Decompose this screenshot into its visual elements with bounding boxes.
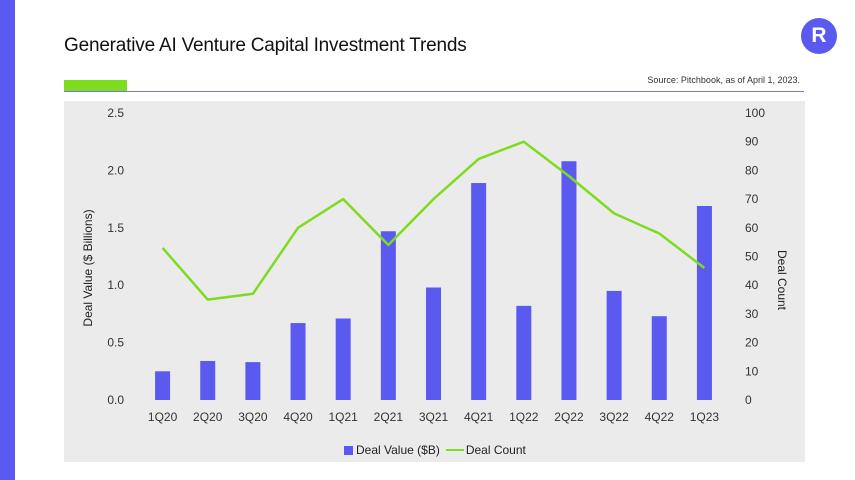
deal-count-line bbox=[161, 140, 706, 301]
x-tick-label: 4Q20 bbox=[283, 410, 313, 424]
x-tick-label: 2Q21 bbox=[374, 410, 404, 424]
left-tick-label: 2.5 bbox=[107, 106, 124, 120]
accent-tab bbox=[64, 80, 127, 91]
bar-2Q22 bbox=[561, 161, 577, 400]
right-tick-label: 60 bbox=[745, 221, 759, 235]
left-tick-label: 0.0 bbox=[107, 393, 124, 407]
right-tick-label: 40 bbox=[745, 278, 759, 292]
chart-legend: Deal Value ($B) Deal Count bbox=[344, 443, 526, 457]
page-title: Generative AI Venture Capital Investment… bbox=[64, 35, 467, 56]
left-tick-label: 0.5 bbox=[107, 336, 124, 350]
x-tick-label: 1Q23 bbox=[690, 410, 720, 424]
bar-4Q22 bbox=[651, 316, 667, 400]
bar-2Q21 bbox=[380, 231, 396, 400]
left-tick-label: 1.5 bbox=[107, 221, 124, 235]
right-tick-label: 30 bbox=[745, 307, 759, 321]
x-tick-label: 2Q22 bbox=[554, 410, 584, 424]
right-tick-label: 90 bbox=[745, 135, 759, 149]
bar-3Q21 bbox=[426, 287, 441, 400]
bar-1Q21 bbox=[335, 318, 351, 400]
left-axis-ticks: 0.0 0.5 1.0 1.5 2.0 2.5 bbox=[107, 106, 124, 407]
bar-1Q23 bbox=[696, 205, 712, 400]
bar-1Q20 bbox=[155, 371, 171, 400]
bar-2Q20 bbox=[200, 360, 216, 400]
left-tick-label: 2.0 bbox=[107, 163, 124, 177]
chart-panel bbox=[64, 101, 805, 462]
x-tick-label: 3Q20 bbox=[238, 410, 268, 424]
header-rule bbox=[64, 91, 804, 92]
right-axis-ticks: 0 10 20 30 40 50 60 70 80 90 100 bbox=[745, 106, 765, 407]
right-tick-label: 10 bbox=[745, 364, 759, 378]
right-tick-label: 100 bbox=[745, 106, 765, 120]
bar-3Q20 bbox=[245, 362, 261, 400]
legend-bar-swatch bbox=[344, 445, 353, 455]
x-tick-label: 2Q20 bbox=[193, 410, 223, 424]
x-tick-label: 1Q20 bbox=[148, 410, 178, 424]
logo-letter: R bbox=[811, 24, 827, 47]
bar-3Q22 bbox=[606, 290, 622, 400]
x-tick-label: 3Q21 bbox=[419, 410, 449, 424]
deal-value-bars bbox=[155, 161, 712, 400]
brand-logo[interactable]: R bbox=[801, 18, 837, 54]
bar-4Q20 bbox=[290, 323, 306, 400]
legend-deal-count: Deal Count bbox=[465, 443, 526, 457]
right-tick-label: 70 bbox=[745, 192, 759, 206]
bar-1Q22 bbox=[516, 305, 532, 400]
x-tick-label: 3Q22 bbox=[599, 410, 629, 424]
legend-line-swatch bbox=[445, 449, 464, 451]
bar-4Q21 bbox=[471, 183, 487, 400]
source-note: Source: Pitchbook, as of April 1, 2023. bbox=[647, 75, 800, 85]
x-tick-label: 1Q21 bbox=[329, 410, 359, 424]
accent-side-bar bbox=[0, 0, 15, 480]
left-tick-label: 1.0 bbox=[107, 278, 124, 292]
x-tick-label: 4Q22 bbox=[645, 410, 675, 424]
right-tick-label: 0 bbox=[745, 393, 752, 407]
left-axis-title: Deal Value ($ Billions) bbox=[81, 209, 95, 326]
x-tick-label: 1Q22 bbox=[509, 410, 539, 424]
right-tick-label: 50 bbox=[745, 250, 759, 264]
right-tick-label: 80 bbox=[745, 163, 759, 177]
legend-deal-value: Deal Value ($B) bbox=[356, 443, 440, 457]
x-axis-ticks: 1Q20 2Q20 3Q20 4Q20 1Q21 2Q21 3Q21 4Q21 1Q22 2Q22… bbox=[148, 410, 720, 424]
x-tick-label: 4Q21 bbox=[464, 410, 494, 424]
right-axis-title: Deal Count bbox=[775, 250, 789, 311]
right-tick-label: 20 bbox=[745, 336, 759, 350]
